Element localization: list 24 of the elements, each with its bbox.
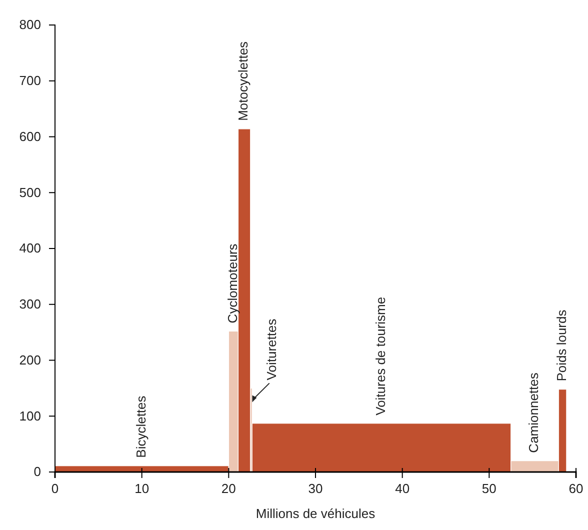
annotation: Voiturettes [264, 318, 279, 380]
y-tick-label: 0 [34, 464, 41, 480]
x-tick-label: 20 [221, 481, 236, 496]
x-axis-title: Millions de véhicules [256, 506, 376, 521]
annotation: Camionnettes [526, 372, 542, 453]
y-tick-label: 600 [19, 128, 41, 144]
y-tick-label: 400 [19, 240, 41, 256]
y-tick-label: 700 [19, 73, 41, 88]
annotation: Poids lourds [554, 309, 569, 382]
y-tick-label: 500 [19, 184, 41, 200]
x-tick-label: 10 [134, 481, 150, 496]
y-tick-label: 800 [19, 17, 41, 32]
x-tick-label: 30 [308, 481, 323, 496]
y-tick-label: 300 [19, 296, 41, 312]
x-tick-label: 60 [568, 481, 584, 496]
annotation: Cyclomoteurs [224, 243, 240, 324]
annotation: Bicyclettes [133, 395, 148, 458]
x-tick-label: 40 [395, 481, 410, 496]
x-tick-label: 50 [482, 481, 496, 496]
x-tick-label: 0 [51, 481, 59, 496]
y-tick-label: 100 [19, 408, 41, 424]
annotation: Motocyclettes [236, 40, 251, 121]
y-tick-label: 200 [19, 352, 41, 368]
annotation: Voitures de tourisme [372, 296, 388, 416]
